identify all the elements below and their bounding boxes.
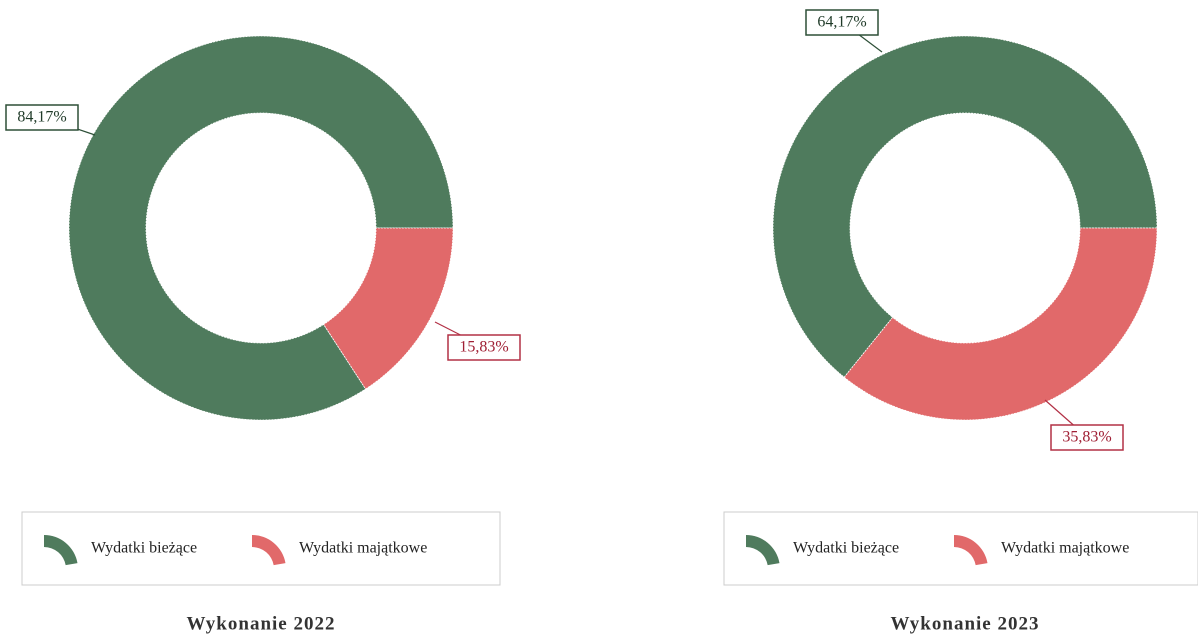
donut-slice [772,35,1158,378]
data-label: 84,17% [17,109,66,126]
legend-label: Wydatki bieżące [91,540,197,557]
donut-slice [323,227,454,390]
legend-swatch [252,535,286,566]
legend-box [723,511,1198,586]
data-label-box [1050,424,1124,451]
data-label-box [447,334,521,361]
donut-slice [68,35,454,421]
chart-title: Wykonanie 2022 [187,613,336,634]
data-label: 64,17% [817,14,866,31]
legend-label: Wydatki majątkowe [299,540,427,557]
data-label: 35,83% [1062,429,1111,446]
legend-label: Wydatki majątkowe [1001,540,1129,557]
legend-label: Wydatki bieżące [793,540,899,557]
legend-swatch [44,535,78,566]
data-label-box [805,9,879,36]
data-label: 15,83% [459,339,508,356]
data-label-box [5,104,79,131]
chart-title: Wykonanie 2023 [891,613,1040,634]
legend-swatch [746,535,780,566]
donut-slice [843,227,1158,421]
legend-swatch [954,535,988,566]
